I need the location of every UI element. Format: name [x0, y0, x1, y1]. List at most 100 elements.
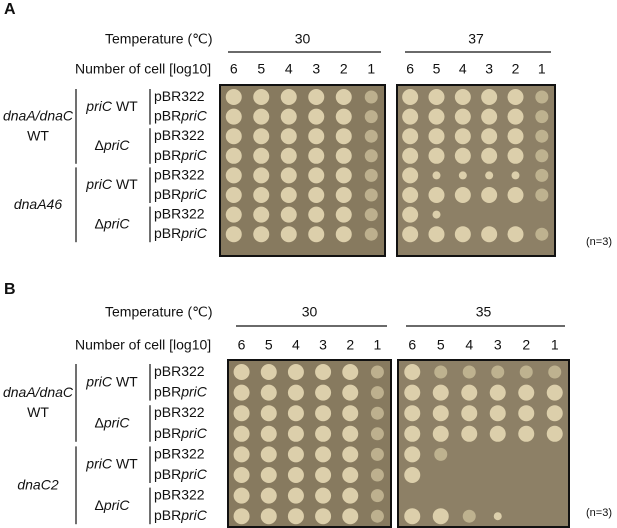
pric-genotype-part: priC — [103, 497, 131, 513]
host-suffix: WT — [27, 127, 49, 143]
colony-spot — [280, 187, 297, 203]
colony-spot — [253, 108, 270, 125]
colony-spot — [402, 167, 419, 184]
colony-spot — [402, 128, 419, 145]
colony-spot — [432, 508, 449, 525]
colony-spot — [335, 108, 352, 125]
temperature-label: Temperature (℃) — [105, 304, 213, 320]
colony-spot — [315, 405, 332, 422]
colony-spot — [454, 147, 471, 164]
plasmid-part: pBR — [154, 507, 181, 523]
dilution: 3 — [494, 337, 502, 353]
colony-spot — [535, 227, 549, 241]
host-suffix-part: WT — [27, 404, 49, 420]
plasmid: pBR322 — [154, 363, 205, 379]
plasmid: pBRpriC — [154, 383, 208, 399]
colony-spot — [535, 110, 549, 124]
plasmid-part: pBR — [154, 383, 181, 399]
pric-genotype-part: Δ — [94, 497, 103, 513]
plasmid-part: pBR — [154, 466, 181, 482]
colony-spot — [225, 167, 242, 184]
colony-spot — [280, 147, 297, 164]
colony-spot — [481, 147, 498, 164]
plasmid-part: priC — [180, 466, 208, 482]
colony-spot — [342, 405, 359, 422]
plasmid-part: priC — [180, 107, 208, 123]
colony-spot — [342, 446, 359, 463]
colony-spot — [315, 384, 332, 401]
colony-spot — [370, 386, 384, 400]
colony-spot — [481, 187, 498, 203]
pric-genotype-part: priC — [103, 137, 131, 153]
colony-spot — [287, 364, 304, 380]
colony-spot — [225, 108, 242, 125]
colony-spot — [225, 226, 242, 243]
colony-spot — [454, 128, 471, 145]
colony-spot — [432, 405, 449, 422]
colony-spot — [535, 188, 549, 202]
colony-spot — [342, 364, 359, 380]
colony-spot — [489, 425, 506, 442]
colony-spot — [287, 508, 304, 525]
colony-spot — [253, 206, 270, 223]
colony-spot — [458, 171, 467, 180]
plasmid: pBRpriC — [154, 186, 208, 202]
plasmid: pBR322 — [154, 404, 205, 420]
colony-spot — [225, 187, 242, 203]
plasmid: pBR322 — [154, 486, 205, 502]
plasmid: pBR322 — [154, 166, 205, 182]
colony-spot — [260, 487, 277, 504]
colony-spot — [308, 108, 325, 125]
plasmid: pBRpriC — [154, 425, 208, 441]
colony-spot — [535, 129, 549, 143]
host-name-part: dnaA46 — [14, 196, 62, 212]
dilution: 1 — [367, 61, 375, 77]
dilution: 1 — [374, 337, 382, 353]
colony-spot — [481, 89, 498, 105]
colony-spot — [260, 364, 277, 380]
colony-spot — [260, 446, 277, 463]
colony-spot — [315, 425, 332, 442]
colony-spot — [428, 147, 445, 164]
colony-spot — [402, 89, 419, 105]
dilution: 6 — [406, 61, 414, 77]
plasmid-part: pBR — [154, 107, 181, 123]
colony-spot — [370, 427, 384, 441]
colony-spot — [404, 425, 421, 442]
pric-genotype-part: priC — [103, 414, 131, 430]
plasmid-part: priC — [180, 186, 208, 202]
pric-genotype: priC WT — [85, 176, 138, 192]
colony-spot — [308, 89, 325, 105]
plate — [227, 359, 392, 528]
colony-spot — [315, 508, 332, 525]
plasmid-part: pBR — [154, 186, 181, 202]
colony-spot — [370, 365, 384, 379]
colony-spot — [287, 467, 304, 483]
colony-spot — [364, 227, 378, 241]
colony-spot — [454, 89, 471, 105]
dilution: 3 — [319, 337, 327, 353]
colony-spot — [253, 187, 270, 203]
plasmid: pBR322 — [154, 127, 205, 143]
pric-genotype-part: WT — [116, 176, 138, 192]
host-name-part: dnaC2 — [17, 476, 58, 492]
colony-spot — [535, 90, 549, 104]
replicate-note: (n=3) — [586, 507, 612, 519]
colony-spot — [481, 226, 498, 243]
pric-genotype: ΔpriC — [94, 497, 130, 513]
host-name: dnaA46 — [14, 196, 62, 212]
colony-spot — [507, 128, 524, 145]
dilution: 5 — [257, 61, 265, 77]
colony-spot — [287, 487, 304, 504]
colony-spot — [287, 425, 304, 442]
colony-spot — [335, 89, 352, 105]
plasmid-part: priC — [180, 147, 208, 163]
colony-spot — [370, 447, 384, 461]
colony-spot — [342, 487, 359, 504]
colony-spot — [280, 226, 297, 243]
colony-spot — [432, 171, 441, 180]
pric-genotype-part: WT — [116, 98, 138, 114]
colony-spot — [518, 384, 535, 401]
colony-spot — [308, 167, 325, 184]
colony-spot — [511, 171, 520, 180]
